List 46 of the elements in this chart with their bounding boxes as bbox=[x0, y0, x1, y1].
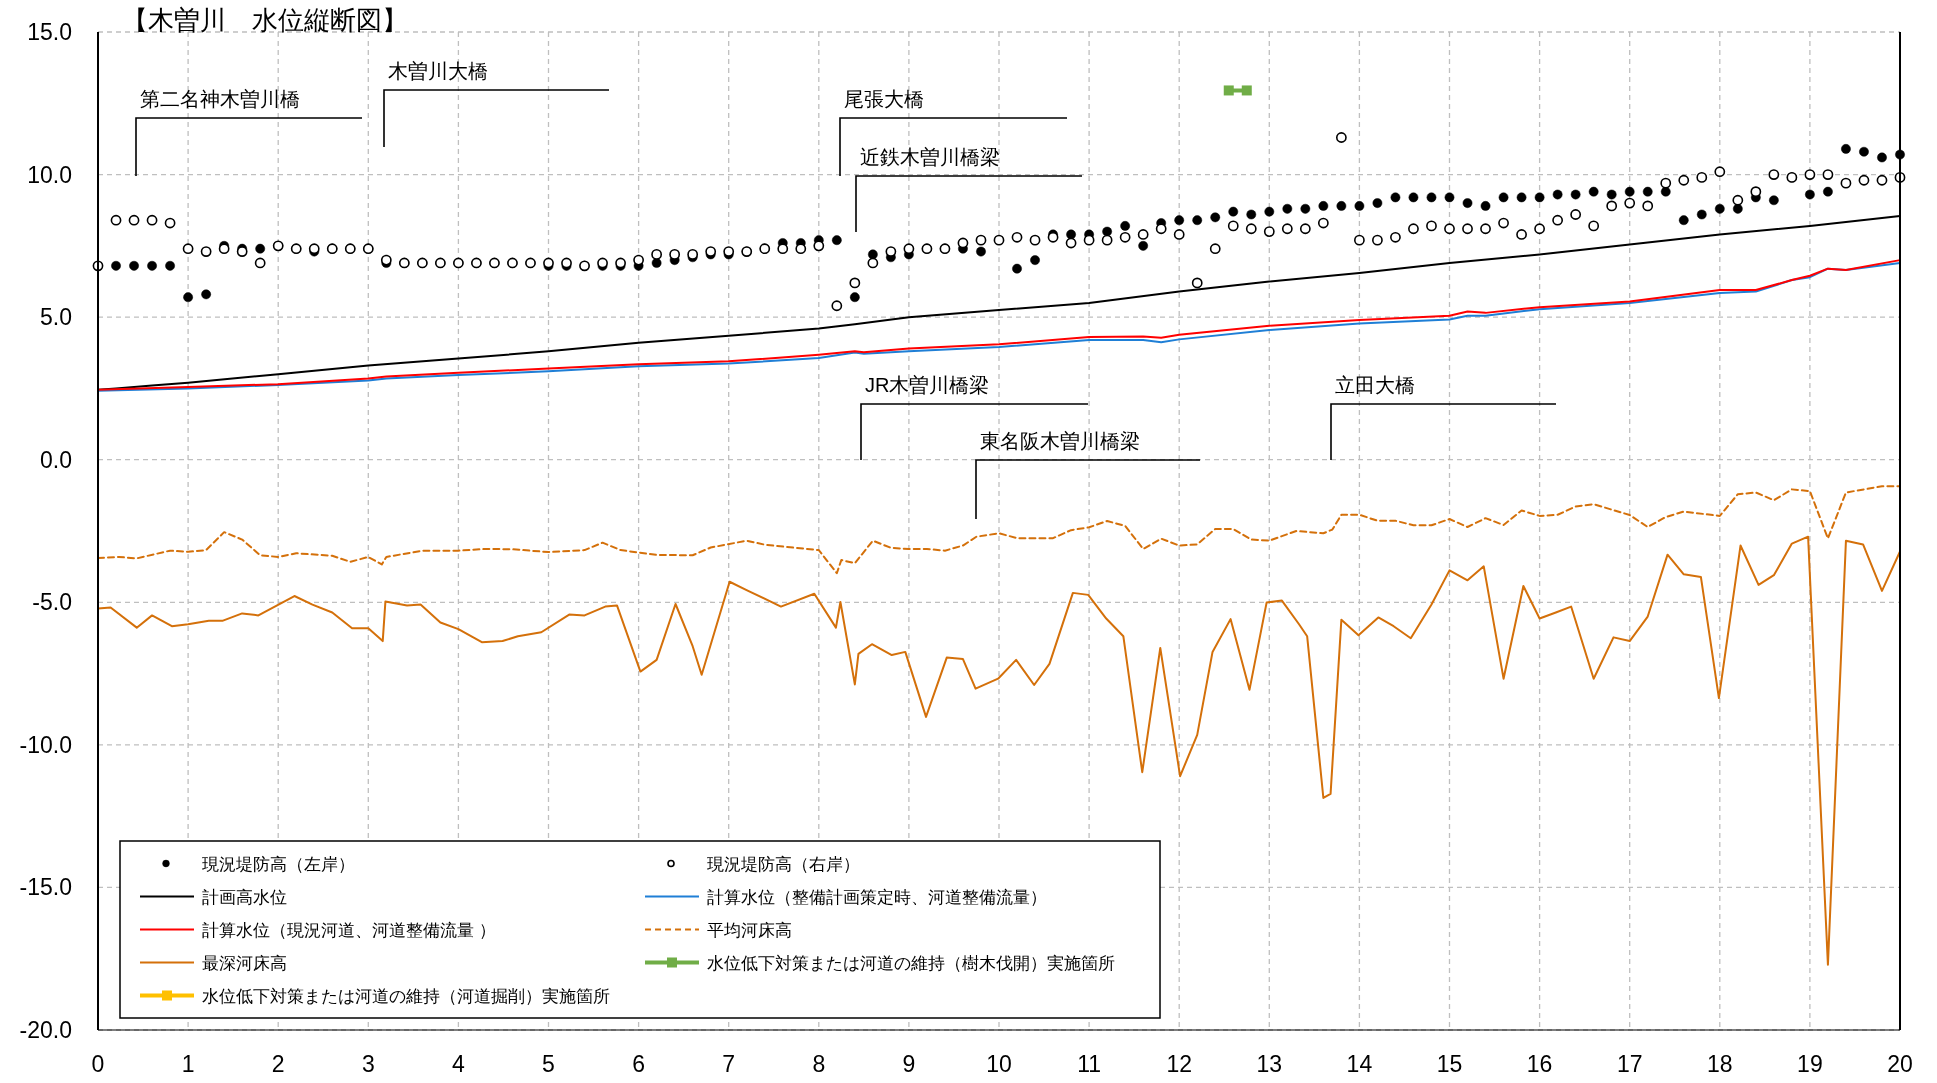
x-tick-label: 13 bbox=[1256, 1051, 1283, 1077]
x-tick-label: 20 bbox=[1887, 1051, 1913, 1077]
y-tick-label: -20.0 bbox=[19, 1017, 72, 1043]
x-tick-label: 17 bbox=[1616, 1051, 1643, 1077]
annotation: JR木曽川橋梁 bbox=[865, 374, 990, 396]
y-tick-label: 5.0 bbox=[40, 304, 72, 331]
annotation: 第二名神木曽川橋 bbox=[140, 88, 300, 110]
x-tick-label: 6 bbox=[632, 1051, 645, 1077]
annotation: 近鉄木曽川橋梁 bbox=[860, 146, 1000, 168]
legend-label: 水位低下対策または河道の維持（河道掘削）実施箇所 bbox=[202, 986, 610, 1006]
legend-label: 現況堤防高（右岸） bbox=[707, 854, 860, 874]
x-tick-label: 10 bbox=[986, 1051, 1012, 1077]
x-tick-label: 5 bbox=[542, 1051, 555, 1077]
legend-label: 計算水位（現況河道、河道整備流量 ） bbox=[202, 920, 496, 940]
x-tick-label: 15 bbox=[1436, 1051, 1463, 1077]
x-tick-label: 1 bbox=[181, 1051, 195, 1077]
y-tick-label: 15.0 bbox=[27, 19, 72, 45]
legend-label: 最深河床高 bbox=[202, 953, 287, 973]
chart-title: 【木曽川 水位縦断図】 bbox=[122, 5, 408, 35]
legend-label: 計画高水位 bbox=[202, 887, 287, 907]
x-tick-label: 14 bbox=[1346, 1051, 1373, 1077]
y-tick-label: 10.0 bbox=[27, 161, 72, 188]
x-tick-label: 8 bbox=[812, 1051, 826, 1077]
legend-label: 現況堤防高（左岸） bbox=[202, 854, 355, 874]
x-tick-label: 7 bbox=[722, 1051, 736, 1077]
y-tick-label: -15.0 bbox=[19, 874, 72, 901]
x-tick-label: 3 bbox=[361, 1051, 375, 1077]
x-tick-label: 18 bbox=[1707, 1051, 1733, 1077]
legend-label: 計算水位（整備計画策定時、河道整備流量） bbox=[707, 887, 1047, 907]
x-tick-label: 19 bbox=[1797, 1051, 1823, 1077]
y-tick-label: -5.0 bbox=[32, 589, 72, 616]
x-tick-label: 11 bbox=[1077, 1051, 1102, 1077]
x-tick-label: 12 bbox=[1166, 1051, 1192, 1077]
y-tick-label: 0.0 bbox=[40, 446, 72, 473]
x-tick-label: 4 bbox=[452, 1051, 465, 1077]
annotation: 尾張大橋 bbox=[844, 88, 924, 110]
x-tick-label: 0 bbox=[91, 1051, 105, 1077]
x-tick-label: 9 bbox=[902, 1051, 916, 1077]
x-tick-label: 2 bbox=[271, 1051, 285, 1077]
y-tick-label: -10.0 bbox=[19, 731, 72, 758]
x-tick-label: 16 bbox=[1526, 1051, 1553, 1077]
legend-label: 平均河床高 bbox=[707, 920, 792, 940]
annotation: 立田大橋 bbox=[1335, 374, 1415, 396]
annotation: 木曽川大橋 bbox=[388, 60, 488, 82]
legend-label: 水位低下対策または河道の維持（樹木伐開）実施箇所 bbox=[707, 953, 1115, 973]
annotation: 東名阪木曽川橋梁 bbox=[980, 430, 1140, 452]
